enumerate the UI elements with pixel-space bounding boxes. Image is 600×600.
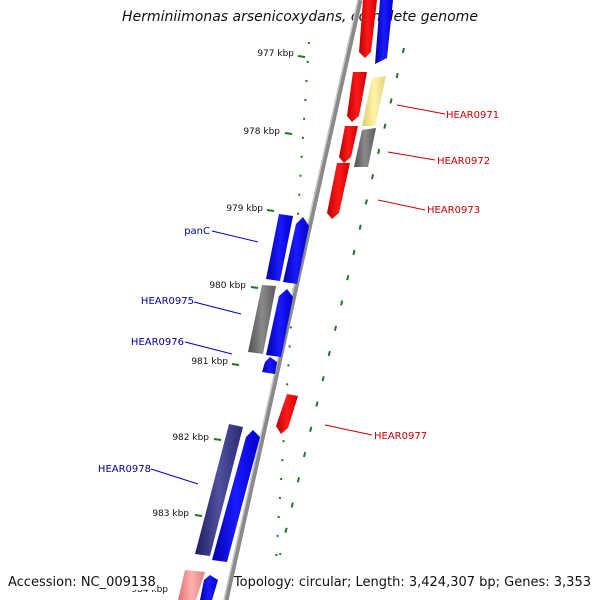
gene-label-hear0975[interactable]: HEAR0975 [141,296,194,307]
outer-dotted-track [279,47,405,556]
tick-label: 978 kbp [243,127,280,137]
callout-line-hear0975 [193,301,242,315]
gene-hear0972-neighbor[interactable] [339,126,358,163]
gene-hear0971[interactable] [362,76,386,126]
gene-hear0975[interactable] [248,285,276,354]
accession-text: Accession: NC_009138 [8,575,156,590]
gene-label-hear0971[interactable]: HEAR0971 [446,110,499,121]
tick-label: 981 kbp [191,357,228,367]
gene-label-hear0977[interactable]: HEAR0977 [374,431,427,442]
gene-label-hear0973[interactable]: HEAR0973 [427,205,480,216]
tick-mark [194,514,203,517]
gene-hear0978-pair[interactable] [212,430,260,562]
callout-line-hear0977 [324,424,373,436]
callout-line-hear0971 [396,104,446,115]
tick-label: 984 kbp [131,585,168,595]
tick-mark [266,209,275,212]
gene-label-hear0972[interactable]: HEAR0972 [437,156,490,167]
tick-label: 979 kbp [226,204,263,214]
gene-hear0972[interactable] [354,128,376,167]
callout-line-hear0976 [184,341,233,355]
tick-mark [297,55,306,58]
tick-marks [194,55,306,517]
gene-pan-c[interactable] [283,217,309,284]
gene-hear0973-neighbor[interactable] [327,163,350,219]
callout-line-hear0972 [387,151,436,161]
gene-bottom-blue[interactable] [200,575,218,600]
gene-pan-c-left[interactable] [266,214,293,281]
tick-mark [250,286,259,289]
gene-label-hear0976[interactable]: HEAR0976 [131,337,184,348]
tick-label: 982 kbp [172,433,209,443]
gene-hear0976[interactable] [262,357,277,374]
gene-label-hear0978[interactable]: HEAR0978 [98,464,151,475]
gene-hear0971-neighbor[interactable] [347,72,367,122]
gene-hear0978[interactable] [195,424,243,556]
callout-line-hear0978 [150,468,199,485]
tick-mark [231,363,240,366]
tick-label: 980 kbp [209,281,246,291]
tick-mark [213,438,222,441]
topology-text: Topology: circular; Length: 3,424,307 bp… [233,575,591,590]
callout-line-pan-c [211,230,259,243]
tick-mark [284,132,293,135]
gene-label-pan-c[interactable]: panC [184,226,210,237]
gene-hear0970[interactable] [359,0,377,58]
gene-hear0969[interactable] [375,0,393,64]
gene-bottom-pink[interactable] [178,570,205,600]
genome-backbone [223,0,363,600]
tick-label: 977 kbp [257,49,294,59]
callout-line-hear0973 [377,199,426,211]
gene-hear0975-pair[interactable] [266,289,293,357]
tick-label: 983 kbp [152,509,189,519]
gene-hear0977[interactable] [276,394,298,434]
